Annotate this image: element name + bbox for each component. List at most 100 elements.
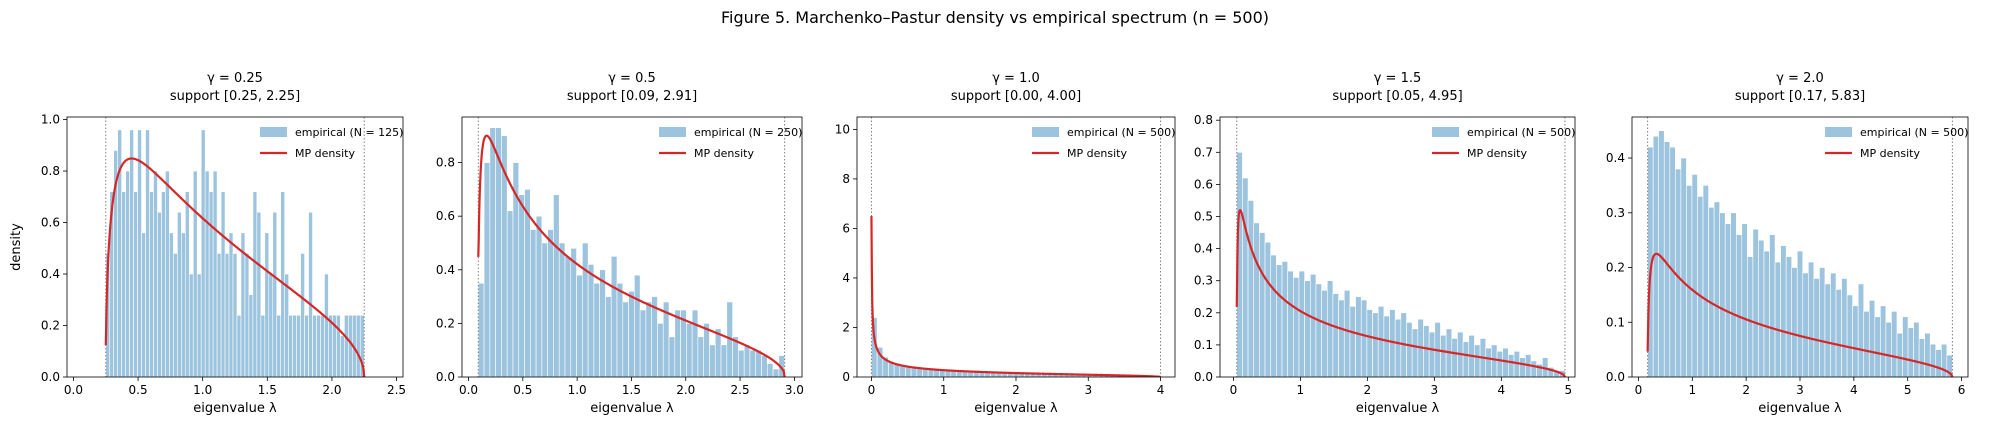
histogram-bar <box>634 274 641 377</box>
histogram-bar <box>177 211 182 377</box>
x-tick-label: 2.0 <box>322 383 341 397</box>
panel-title-support: support [0.00, 4.00] <box>951 89 1081 104</box>
histogram-bar <box>1924 332 1931 377</box>
x-tick-label: 1.5 <box>258 383 277 397</box>
x-axis-label: eigenvalue λ <box>974 401 1058 416</box>
histogram-bar <box>1880 305 1887 377</box>
histogram-bar <box>709 344 716 377</box>
x-tick-label: 2.5 <box>387 383 406 397</box>
panel-title-gamma: γ = 0.25 <box>207 71 263 86</box>
histogram-bar <box>587 264 595 377</box>
histogram-bar <box>256 211 262 377</box>
histogram-bar <box>181 232 186 377</box>
histogram-bar <box>1276 264 1283 377</box>
y-tick-label: 8 <box>842 172 850 186</box>
histogram-bar <box>300 253 305 377</box>
histogram-bar <box>1530 360 1537 377</box>
histogram-bar <box>1719 212 1726 377</box>
histogram-bar <box>1735 234 1743 377</box>
x-tick-label: 0.5 <box>513 383 532 397</box>
x-tick-label: 1.0 <box>568 383 587 397</box>
histogram-bar <box>1264 241 1271 377</box>
legend-label-empirical: empirical (N = 500) <box>1467 126 1575 139</box>
histogram-bar <box>703 323 710 377</box>
histogram-bar <box>1763 250 1770 377</box>
x-axis-label: eigenvalue λ <box>1356 401 1440 416</box>
x-tick-label: 2 <box>1742 383 1750 397</box>
histogram-bar <box>582 242 589 377</box>
x-tick-label: 1.5 <box>622 383 641 397</box>
histogram-bar <box>628 290 635 377</box>
histogram-bar <box>1242 177 1249 377</box>
y-tick-label: 0.8 <box>436 156 455 170</box>
y-tick-label: 0.7 <box>1194 145 1213 159</box>
histogram-bar <box>691 309 699 377</box>
histogram-bar <box>1496 351 1504 377</box>
histogram-bar <box>1918 338 1925 377</box>
histogram-bar <box>232 253 238 377</box>
y-tick-label: 0.6 <box>1194 177 1213 191</box>
legend-swatch-empirical <box>1825 127 1852 137</box>
legend-label-density: MP density <box>694 147 754 160</box>
histogram-bar <box>1491 344 1498 377</box>
mp-density-curve <box>104 157 366 377</box>
histogram-bar <box>1293 277 1300 377</box>
histogram-bar <box>188 273 194 377</box>
panel-title-gamma: γ = 1.5 <box>1374 71 1422 86</box>
y-tick-label: 0.2 <box>1194 306 1213 320</box>
histogram-bar <box>1287 270 1294 377</box>
y-tick-label: 0.1 <box>1194 338 1213 352</box>
x-tick-label: 0 <box>1230 383 1238 397</box>
y-tick-label: 0 <box>842 370 850 384</box>
legend: empirical (N = 500) MP density <box>1825 126 1968 160</box>
mp-density-curve <box>1235 209 1566 377</box>
histogram-bar <box>1819 267 1826 377</box>
x-tick-label: 2.0 <box>676 383 695 397</box>
histogram-bar <box>121 191 126 377</box>
legend-label-empirical: empirical (N = 500) <box>1067 126 1175 139</box>
histogram-bar <box>141 232 146 377</box>
histogram-bar <box>1747 256 1754 377</box>
y-tick-label: 0.2 <box>1606 261 1625 275</box>
histogram-bar <box>204 170 210 377</box>
legend: empirical (N = 125) MP density <box>260 126 403 160</box>
histogram-bar <box>340 335 345 377</box>
histogram-bar <box>1383 315 1390 377</box>
histogram-bar <box>720 344 728 377</box>
x-tick-label: 2 <box>1012 383 1020 397</box>
y-tick-label: 0.2 <box>41 319 60 333</box>
histogram-bar <box>1929 343 1937 377</box>
legend-label-density: MP density <box>1860 147 1920 160</box>
histogram-bar <box>125 170 130 377</box>
x-tick-label: 3 <box>1796 383 1804 397</box>
y-tick-label: 0.0 <box>41 370 60 384</box>
histogram-bar <box>196 273 202 377</box>
y-tick-label: 0.3 <box>1194 274 1213 288</box>
histogram-bar <box>1372 312 1379 377</box>
histogram-bar <box>228 232 234 377</box>
histogram-bar <box>622 301 629 377</box>
histogram-bar <box>772 368 780 377</box>
histogram-bar <box>1697 196 1704 377</box>
histogram-bar <box>616 282 624 377</box>
histogram-bar <box>477 282 485 377</box>
histogram-bar <box>541 242 548 377</box>
legend: empirical (N = 500) MP density <box>1032 126 1175 160</box>
histogram-bar <box>328 314 333 377</box>
histogram-bar <box>220 191 226 377</box>
histogram-bar <box>169 232 174 377</box>
histogram-bar <box>359 314 365 377</box>
x-tick-label: 3.0 <box>785 383 804 397</box>
panel-title-support: support [0.05, 4.95] <box>1332 89 1462 104</box>
histogram-bar <box>599 269 606 377</box>
x-tick-label: 1 <box>1688 383 1696 397</box>
y-tick-label: 10 <box>835 122 850 136</box>
histogram-bar <box>355 314 361 377</box>
legend-swatch-empirical <box>260 127 287 137</box>
y-tick-label: 0.8 <box>41 164 60 178</box>
histogram-bar <box>1394 318 1402 377</box>
histogram-bar <box>320 314 325 377</box>
histogram-bar <box>1423 325 1430 377</box>
y-tick-label: 0.0 <box>1606 370 1625 384</box>
